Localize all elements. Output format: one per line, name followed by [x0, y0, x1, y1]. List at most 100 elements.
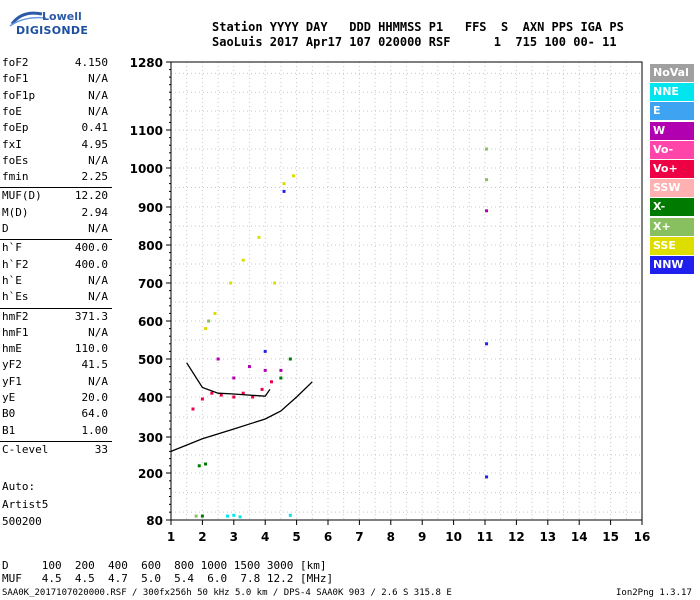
- param-row: fmin 2.25: [0, 170, 112, 186]
- x-tick-label: 13: [539, 530, 556, 544]
- param-label: B0: [2, 407, 16, 421]
- param-separator: [0, 187, 112, 189]
- param-separator: [0, 239, 112, 241]
- param-row: foE N/A: [0, 105, 112, 121]
- distance-row: D 100 200 400 600 800 1000 1500 3000 [km…: [2, 559, 327, 572]
- param-value: N/A: [88, 374, 108, 388]
- x-tick-label: 16: [634, 530, 651, 544]
- param-value: 20.0: [81, 391, 109, 404]
- x-tick-label: 8: [387, 530, 395, 544]
- data-point: [485, 147, 489, 151]
- footer-file-info: SAA0K_2017107020000.RSF / 300fx256h 50 k…: [2, 588, 452, 598]
- param-row: h`F 400.0: [0, 241, 112, 257]
- param-value: 371.3: [74, 309, 108, 323]
- param-row: M(D) 2.94: [0, 206, 112, 222]
- x-tick-label: 14: [571, 530, 588, 544]
- param-label: fxI: [2, 137, 22, 151]
- x-tick-label: 2: [198, 530, 206, 544]
- param-label: M(D): [2, 205, 29, 219]
- param-row: foF1p N/A: [0, 89, 112, 105]
- data-point: [269, 380, 273, 384]
- x-tick-label: 10: [445, 530, 462, 544]
- param-row: B1 1.00: [0, 424, 112, 440]
- param-label: yE: [2, 391, 16, 404]
- data-point: [226, 514, 230, 518]
- legend-item: NoVal: [650, 64, 694, 82]
- param-label: h`E: [2, 273, 22, 287]
- param-separator: [0, 307, 112, 309]
- param-row: hmF2 371.3: [0, 310, 112, 326]
- data-point: [204, 327, 208, 331]
- header-labels: Station YYYY DAY DDD HHMMSS P1 FFS S AXN…: [212, 20, 624, 34]
- param-value: 0.41: [81, 121, 109, 135]
- data-point: [232, 376, 236, 380]
- param-label: B1: [2, 423, 16, 437]
- footer-software-version: Ion2Png 1.3.17: [616, 588, 692, 598]
- param-value: 110.0: [74, 342, 108, 356]
- legend-item: Vo-: [650, 140, 694, 159]
- param-label: h`F2: [2, 257, 29, 271]
- data-point: [273, 281, 277, 285]
- param-row: MUF(D) 12.20: [0, 189, 112, 205]
- param-label: foF1p: [2, 88, 36, 102]
- y-tick-label: 600: [138, 315, 163, 329]
- legend-item: Vo+: [650, 160, 694, 178]
- data-point: [216, 357, 220, 361]
- y-tick-label: 800: [138, 239, 163, 253]
- x-tick-label: 4: [261, 530, 269, 544]
- data-point: [251, 395, 255, 399]
- data-point: [194, 514, 198, 518]
- data-point: [200, 514, 204, 518]
- data-point: [257, 235, 261, 239]
- muf-row: MUF 4.5 4.5 4.7 5.0 5.4 6.0 7.8 12.2 [MH…: [2, 572, 334, 585]
- data-point: [263, 349, 267, 353]
- param-row: hmE 110.0: [0, 342, 112, 358]
- chart-grid: [171, 62, 642, 520]
- data-point: [229, 281, 233, 285]
- param-label: h`F: [2, 241, 22, 255]
- autoscaler-version: 500200: [2, 515, 42, 528]
- logo-swoosh-icon: [9, 11, 47, 27]
- x-tick-label: 7: [355, 530, 363, 544]
- trace-line: [186, 362, 271, 397]
- y-tick-label: 500: [138, 353, 163, 367]
- param-row: h`E N/A: [0, 274, 112, 290]
- param-row: yE 20.0: [0, 391, 112, 407]
- autoscaler-name: Artist5: [2, 498, 49, 511]
- data-point: [485, 475, 489, 479]
- param-value: N/A: [88, 273, 108, 287]
- data-point: [263, 368, 267, 372]
- digisonde-logo: Lowell DIGISONDE: [8, 8, 88, 44]
- data-point: [291, 174, 295, 178]
- param-row: yF2 41.5: [0, 358, 112, 374]
- x-tick-label: 5: [292, 530, 300, 544]
- param-label: hmF2: [2, 309, 29, 323]
- param-label: h`Es: [2, 290, 29, 304]
- legend-item: X-: [650, 198, 694, 217]
- chart-points: [191, 147, 489, 519]
- auto-label: Auto:: [2, 480, 36, 493]
- y-tick-label: 300: [138, 431, 163, 445]
- legend-item: SSE: [650, 236, 694, 255]
- data-point: [485, 178, 489, 182]
- param-label: MUF(D): [2, 189, 42, 203]
- legend-item: X+: [650, 217, 694, 236]
- param-value: N/A: [88, 325, 108, 339]
- header-values: SaoLuis 2017 Apr17 107 020000 RSF 1 715 …: [212, 35, 617, 49]
- param-row: B0 64.0: [0, 407, 112, 423]
- param-label: D: [2, 222, 9, 235]
- data-point: [282, 189, 286, 193]
- param-row: fxI 4.95: [0, 138, 112, 154]
- data-point: [210, 391, 214, 395]
- param-value: 4.95: [81, 137, 109, 151]
- param-label: foF1: [2, 72, 29, 86]
- data-point: [207, 319, 211, 323]
- y-tick-label: 200: [138, 467, 163, 481]
- data-point: [485, 342, 489, 346]
- param-label: C-level: [2, 442, 49, 456]
- data-point: [200, 397, 204, 401]
- param-label: foE: [2, 104, 22, 118]
- param-label: foEs: [2, 153, 29, 167]
- param-row: foEp 0.41: [0, 121, 112, 137]
